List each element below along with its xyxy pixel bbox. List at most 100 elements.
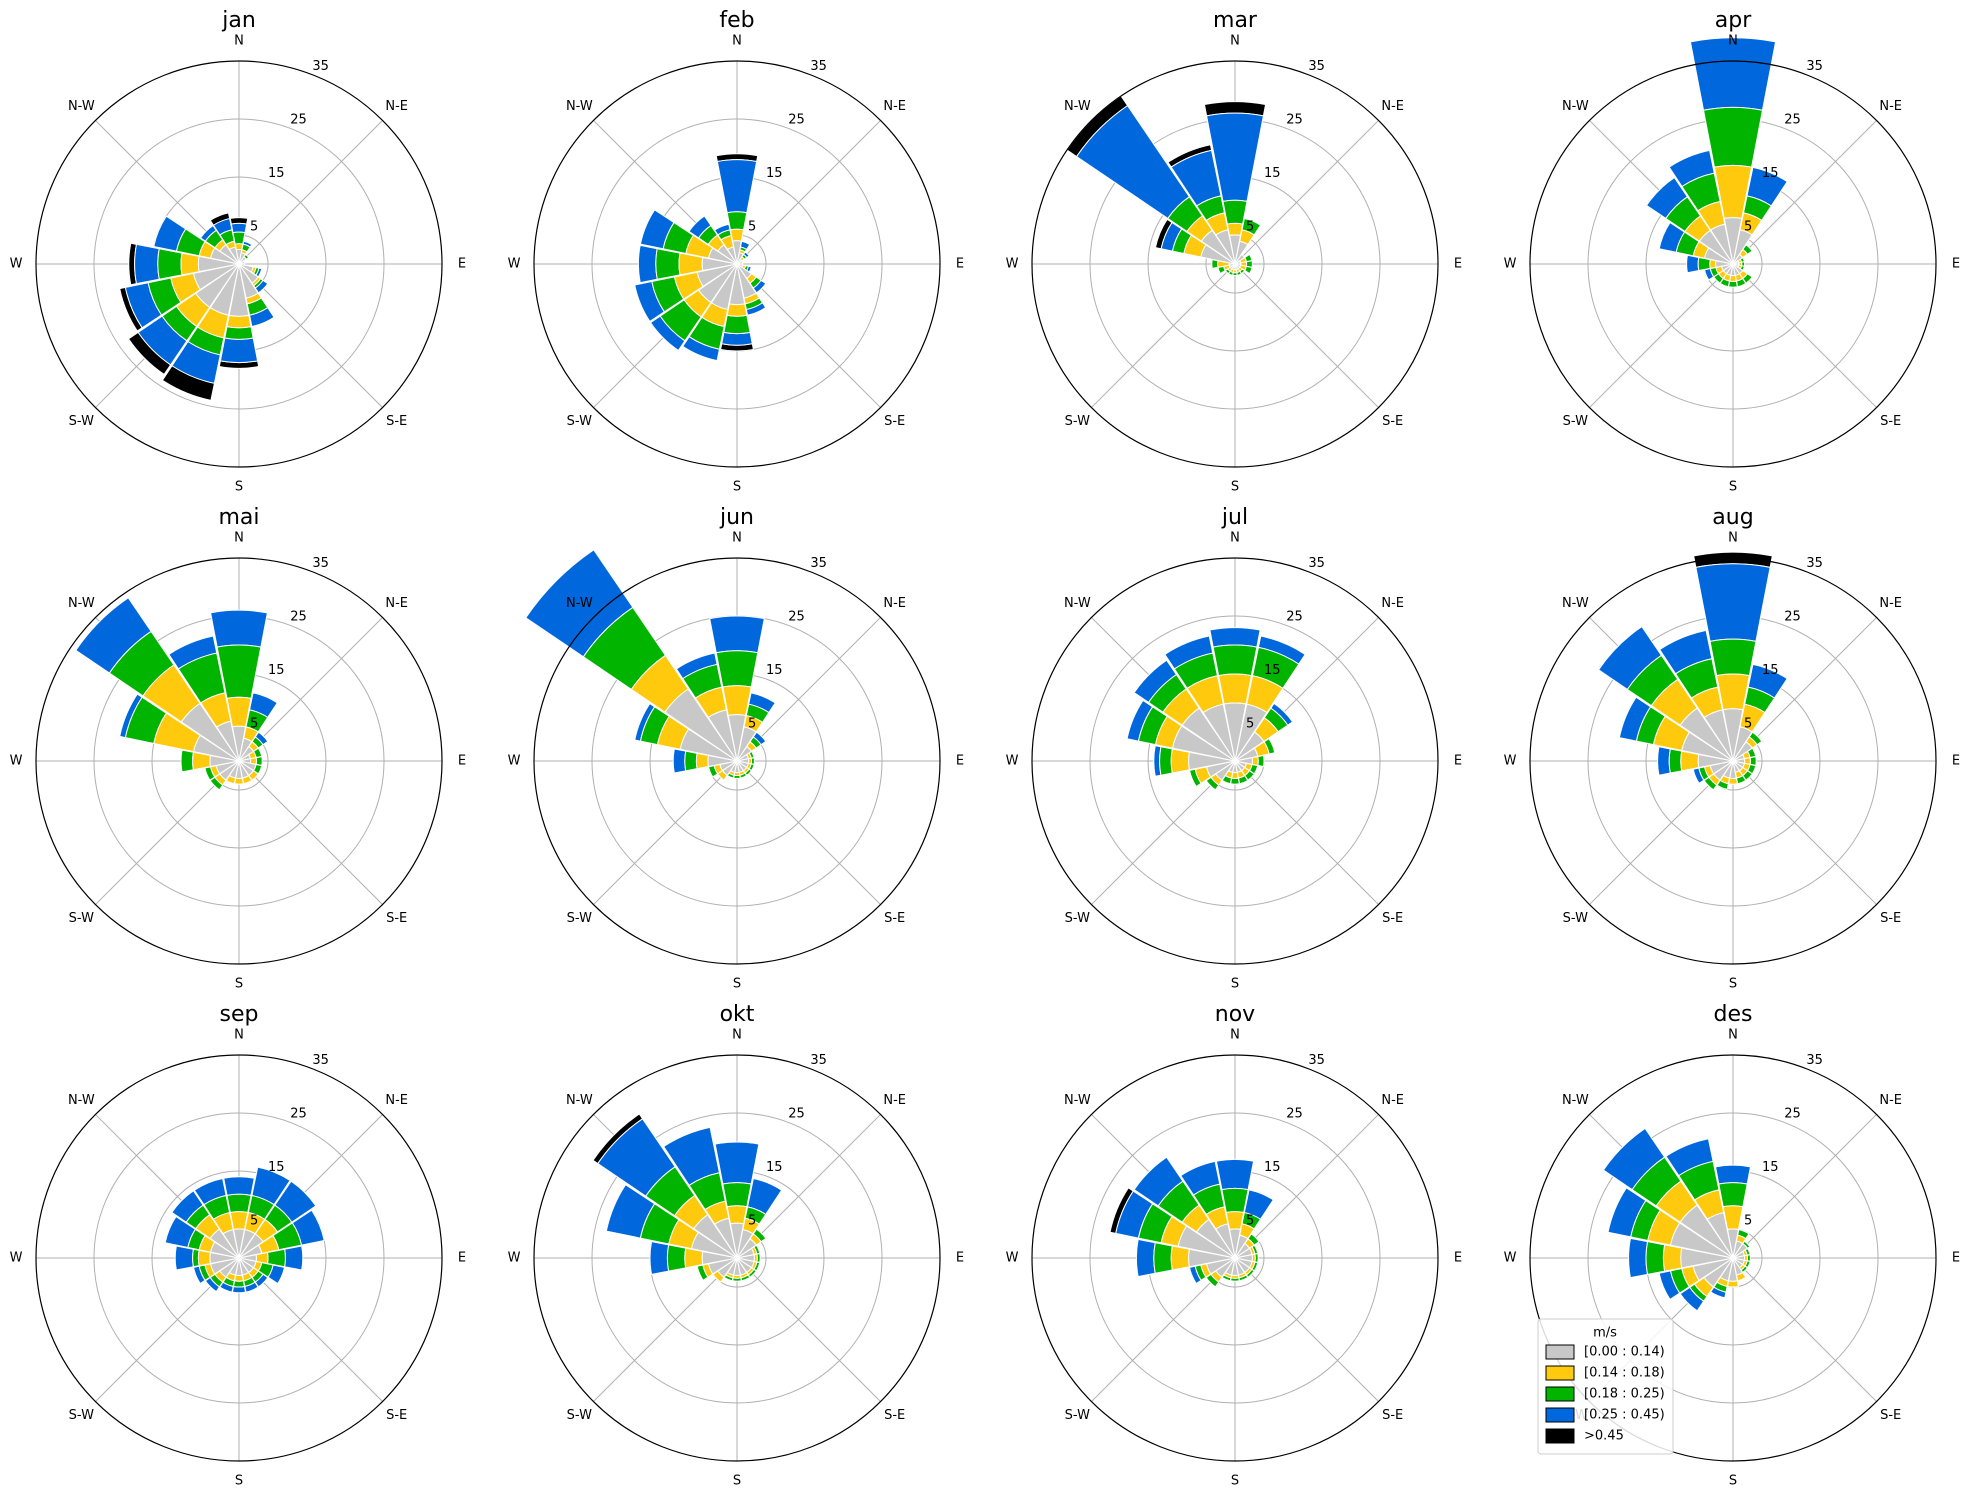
radial-tick-label: 15 bbox=[766, 1160, 783, 1175]
radial-tick-label: 35 bbox=[810, 59, 827, 74]
sector-des-bin0-dir12 bbox=[1680, 1247, 1734, 1269]
sector-nov-bin0-dir12 bbox=[1188, 1248, 1236, 1268]
direction-label-W: W bbox=[1006, 1251, 1019, 1266]
radial-tick-label: 15 bbox=[1264, 663, 1281, 678]
grid-spoke-S-E bbox=[736, 760, 881, 905]
sector-nov-bin1-dir12 bbox=[1170, 1245, 1191, 1271]
direction-label-N-W: N-W bbox=[566, 99, 593, 114]
sector-jan-bin3-dir8 bbox=[219, 337, 259, 364]
direction-label-N-E: N-E bbox=[883, 1093, 906, 1108]
sector-aug-bin1-dir8 bbox=[1728, 777, 1738, 785]
sector-aug-bin3-dir0 bbox=[1695, 563, 1771, 642]
sector-apr-bin0-dir2 bbox=[1732, 253, 1744, 265]
sector-apr-bin0-dir0 bbox=[1723, 217, 1743, 265]
legend-label: [0.18 : 0.25) bbox=[1584, 1387, 1665, 1402]
direction-label-S: S bbox=[235, 480, 243, 495]
direction-label-S-W: S-W bbox=[69, 1408, 94, 1423]
direction-label-E: E bbox=[956, 754, 964, 769]
sector-aug-bin2-dir0 bbox=[1709, 638, 1757, 677]
radial-tick-label: 25 bbox=[1286, 1107, 1303, 1122]
windrose-panel-jan: 5 15 25 35 N N-E E S-E S S-W W N-W jan bbox=[10, 8, 467, 495]
sector-jun-bin2-dir12 bbox=[684, 750, 698, 772]
legend-label: [0.25 : 0.45) bbox=[1584, 1408, 1665, 1423]
sectors bbox=[1602, 1127, 1752, 1312]
sector-jul-bin1-dir12 bbox=[1170, 748, 1191, 774]
direction-label-N-W: N-W bbox=[1064, 99, 1091, 114]
grid-spoke-N-E bbox=[1732, 120, 1877, 265]
radial-tick-label: 5 bbox=[1744, 220, 1752, 235]
radial-tick-label: 25 bbox=[1286, 113, 1303, 128]
sector-apr-bin3-dir12 bbox=[1686, 254, 1700, 274]
sectors bbox=[1645, 37, 1788, 288]
sector-aug-bin2-dir12 bbox=[1668, 748, 1683, 774]
sector-feb-bin2-dir0 bbox=[726, 211, 748, 231]
direction-label-S-E: S-E bbox=[1382, 1408, 1403, 1423]
sector-des-bin2-dir0 bbox=[1718, 1182, 1748, 1208]
sector-mar-bin2-dir0 bbox=[1222, 199, 1248, 225]
legend: m/s [0.00 : 0.14) [0.14 : 0.18) [0.18 : 0.… bbox=[1537, 1318, 1674, 1455]
direction-label-N: N bbox=[234, 1028, 244, 1043]
radial-tick-label: 5 bbox=[1246, 717, 1254, 732]
sector-nov-bin0-dir15 bbox=[1215, 1223, 1236, 1259]
grid-spoke-S-E bbox=[1234, 1257, 1379, 1402]
direction-label-N: N bbox=[1728, 34, 1738, 49]
direction-label-S-W: S-W bbox=[1563, 414, 1588, 429]
sector-jul-bin0-dir2 bbox=[1234, 731, 1265, 762]
direction-label-E: E bbox=[956, 1251, 964, 1266]
sector-jan-bin3-dir12 bbox=[134, 243, 160, 285]
sector-nov-bin2-dir0 bbox=[1221, 1187, 1249, 1214]
sector-aug-bin1-dir12 bbox=[1680, 750, 1700, 772]
direction-label-N-E: N-E bbox=[385, 99, 408, 114]
windrose-panel-nov: 5 15 25 35 N N-E E S-E S S-W W N-W nov bbox=[1006, 1002, 1463, 1489]
grid-spoke-S-E bbox=[1732, 1257, 1877, 1402]
panels-layer: 5 15 25 35 N N-E E S-E S S-W W N-W jan 5 15 25 35 N N-E E S-… bbox=[10, 8, 1961, 1489]
direction-label-S-W: S-W bbox=[567, 911, 592, 926]
grid-spoke-S-E bbox=[1234, 760, 1379, 905]
sectors bbox=[1066, 95, 1267, 277]
grid-spoke-S-E bbox=[238, 760, 383, 905]
radial-tick-label: 5 bbox=[250, 717, 258, 732]
sector-feb-bin0-dir10 bbox=[697, 263, 738, 304]
sector-nov-bin0-dir1 bbox=[1234, 1234, 1249, 1259]
panel-title: jun bbox=[719, 505, 754, 530]
radial-tick-label: 5 bbox=[1246, 1214, 1254, 1229]
direction-label-N-W: N-W bbox=[68, 596, 95, 611]
radial-tick-label: 5 bbox=[1246, 220, 1254, 235]
direction-label-N: N bbox=[1230, 34, 1240, 49]
direction-label-S: S bbox=[1231, 977, 1239, 992]
outer-circle bbox=[533, 60, 941, 468]
grid-spoke-N-E bbox=[1234, 120, 1379, 265]
direction-label-E: E bbox=[458, 257, 466, 272]
radial-tick-label: 25 bbox=[788, 610, 805, 625]
direction-label-N: N bbox=[1728, 1028, 1738, 1043]
sector-jun-bin1-dir12 bbox=[695, 752, 710, 770]
sector-mar-bin2-dir12 bbox=[1211, 259, 1219, 269]
direction-label-N: N bbox=[1728, 531, 1738, 546]
grid-spoke-N-E bbox=[1234, 1114, 1379, 1259]
sector-des-bin3-dir0 bbox=[1714, 1164, 1752, 1185]
sector-jul-bin0-dir14 bbox=[1181, 707, 1236, 762]
direction-label-S-W: S-W bbox=[69, 911, 94, 926]
direction-label-W: W bbox=[508, 257, 521, 272]
sectors bbox=[1126, 627, 1306, 791]
direction-label-S: S bbox=[733, 1474, 741, 1489]
direction-label-W: W bbox=[1504, 754, 1517, 769]
direction-label-N-E: N-E bbox=[1879, 1093, 1902, 1108]
sector-mar-bin0-dir2 bbox=[1234, 253, 1246, 265]
sector-sep-bin0-dir3 bbox=[238, 1244, 263, 1259]
sector-aug-bin2-dir4 bbox=[1749, 756, 1757, 766]
sector-jul-bin2-dir0 bbox=[1212, 644, 1258, 677]
sector-feb-bin0-dir9 bbox=[710, 263, 738, 311]
sector-sep-bin2-dir8 bbox=[232, 1280, 246, 1288]
panel-title: apr bbox=[1715, 8, 1752, 33]
sector-jun-bin0-dir2 bbox=[736, 745, 753, 762]
direction-label-S-E: S-E bbox=[386, 911, 407, 926]
sector-feb-bin0-dir12 bbox=[701, 256, 738, 272]
panel-title: mar bbox=[1213, 8, 1258, 33]
windrose-panel-sep: 5 15 25 35 N N-E E S-E S S-W W N-W sep bbox=[10, 1002, 467, 1489]
sector-des-bin3-dir12 bbox=[1628, 1237, 1649, 1279]
outer-circle bbox=[1529, 1054, 1937, 1462]
radial-tick-label: 35 bbox=[1806, 1053, 1823, 1068]
sector-feb-bin0-dir14 bbox=[717, 244, 738, 265]
sector-mai-bin0-dir1 bbox=[238, 737, 253, 762]
